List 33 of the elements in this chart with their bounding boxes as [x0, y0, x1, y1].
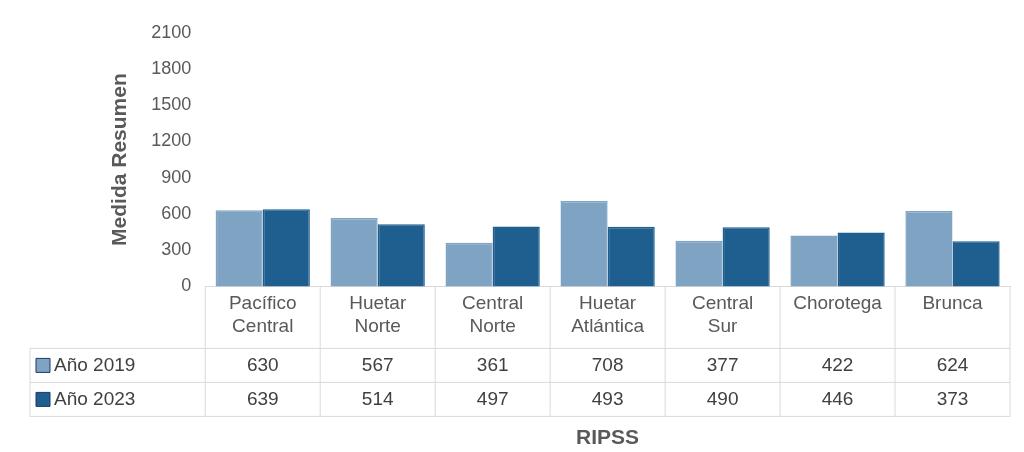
data-label: 497: [476, 387, 509, 409]
data-label: 377: [706, 353, 739, 375]
y-tick-label: 900: [161, 166, 192, 187]
x-tick-label: Central Sur: [691, 292, 754, 336]
data-label: 422: [821, 353, 854, 375]
data-label: 514: [361, 387, 394, 409]
y-tick-label: 1200: [151, 130, 192, 151]
x-tick-label: Huetar Atlántica: [571, 292, 645, 336]
x-tick-label: Pacífico Central: [228, 292, 297, 336]
data-label: 493: [591, 387, 624, 409]
legend-label: Año 2019: [54, 353, 136, 375]
y-tick-label: 1500: [151, 94, 192, 115]
legend-label: Año 2023: [54, 387, 136, 409]
y-tick-label: 1800: [151, 58, 192, 78]
x-axis-title: RIPSS: [576, 425, 640, 449]
data-label: 490: [706, 387, 739, 409]
data-label: 567: [361, 353, 394, 375]
x-tick-label: Chorotega: [793, 292, 883, 314]
data-label: 361: [476, 353, 509, 375]
y-tick-label: 2100: [151, 21, 192, 42]
data-label: 446: [821, 387, 854, 409]
data-label: 373: [936, 387, 969, 409]
x-tick-label: Central Norte: [462, 292, 524, 336]
data-label: 708: [591, 353, 624, 375]
y-tick-label: 0: [181, 275, 192, 296]
x-tick-label: Brunca: [922, 292, 984, 314]
y-axis-title: Medida Resumen: [107, 73, 131, 246]
data-label: 624: [936, 353, 969, 375]
y-tick-label: 300: [161, 239, 192, 260]
x-tick-label: Huetar Norte: [349, 292, 407, 336]
data-label: 639: [246, 387, 279, 409]
y-tick-label: 600: [161, 202, 192, 223]
data-label: 630: [246, 353, 279, 375]
